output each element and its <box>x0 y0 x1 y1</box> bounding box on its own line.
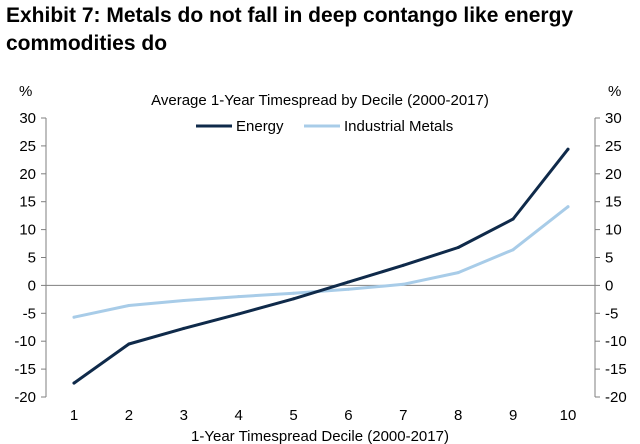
legend-label-industrial-metals: Industrial Metals <box>344 118 453 135</box>
data-point-energy <box>346 280 350 284</box>
data-point-energy <box>511 217 515 221</box>
y-tick-label-left: 0 <box>28 277 36 294</box>
y-tick-label-right: 5 <box>605 250 613 267</box>
x-tick-label: 8 <box>454 407 462 424</box>
data-point-industrial-metals <box>346 287 350 291</box>
data-point-energy <box>566 147 570 151</box>
data-point-industrial-metals <box>292 291 296 295</box>
legend-label-energy: Energy <box>236 118 284 135</box>
y-tick-label-right: 25 <box>605 138 622 155</box>
series-lines <box>72 147 570 385</box>
exhibit-title: Exhibit 7: Metals do not fall in deep co… <box>6 2 626 58</box>
y-tick-label-left: 15 <box>19 194 36 211</box>
legend: Energy Industrial Metals <box>196 118 453 135</box>
chart-title: Average 1-Year Timespread by Decile (200… <box>151 92 489 109</box>
y-tick-label-left: -20 <box>14 389 36 406</box>
data-point-energy <box>127 342 131 346</box>
exhibit-title-line-1: Exhibit 7: Metals do not fall in deep co… <box>6 4 574 27</box>
data-point-industrial-metals <box>401 282 405 286</box>
x-tick-label: 5 <box>289 407 297 424</box>
y-tick-label-left: -5 <box>23 305 36 322</box>
y-tick-label-left: 10 <box>19 222 36 239</box>
data-point-energy <box>237 312 241 316</box>
y-tick-label-left: 20 <box>19 166 36 183</box>
axes <box>45 118 596 397</box>
data-point-industrial-metals <box>72 315 76 319</box>
data-point-energy <box>72 381 76 385</box>
y-tick-label-right: 10 <box>605 222 622 239</box>
data-point-industrial-metals <box>566 205 570 209</box>
x-tick-label: 4 <box>234 407 242 424</box>
data-point-energy <box>292 297 296 301</box>
data-point-industrial-metals <box>456 271 460 275</box>
y-tick-label-right: 20 <box>605 166 622 183</box>
y-tick-label-right: 30 <box>605 110 622 127</box>
data-point-industrial-metals <box>182 298 186 302</box>
data-point-industrial-metals <box>127 303 131 307</box>
x-tick-label: 7 <box>399 407 407 424</box>
data-point-energy <box>182 326 186 330</box>
data-point-energy <box>401 263 405 267</box>
x-tick-label: 9 <box>509 407 517 424</box>
exhibit-title-line-2: commodities do <box>6 32 168 55</box>
data-point-industrial-metals <box>237 295 241 299</box>
y-tick-label-right: -15 <box>605 361 627 378</box>
y-tick-label-right: 0 <box>605 277 613 294</box>
data-point-industrial-metals <box>511 248 515 252</box>
x-tick-label: 2 <box>125 407 133 424</box>
y-tick-label-left: 30 <box>19 110 36 127</box>
x-tick-label: 1 <box>70 407 78 424</box>
data-point-energy <box>456 245 460 249</box>
series-line-industrial-metals <box>72 205 570 319</box>
y-tick-label-right: -10 <box>605 333 627 350</box>
y-tick-label-right: -20 <box>605 389 627 406</box>
x-axis-label: 1-Year Timespread Decile (2000-2017) <box>191 428 449 444</box>
x-tick-label: 3 <box>180 407 188 424</box>
y-axis-unit-right: % <box>608 83 621 100</box>
x-tick-label: 6 <box>344 407 352 424</box>
y-tick-label-left: -15 <box>14 361 36 378</box>
y-tick-label-left: 25 <box>19 138 36 155</box>
y-axis-unit-left: % <box>19 83 32 100</box>
y-tick-label-right: 15 <box>605 194 622 211</box>
x-tick-label: 10 <box>560 407 577 424</box>
y-tick-label-left: 5 <box>28 250 36 267</box>
y-tick-label-left: -10 <box>14 333 36 350</box>
series-line-energy <box>72 147 570 385</box>
y-tick-label-right: -5 <box>605 305 618 322</box>
